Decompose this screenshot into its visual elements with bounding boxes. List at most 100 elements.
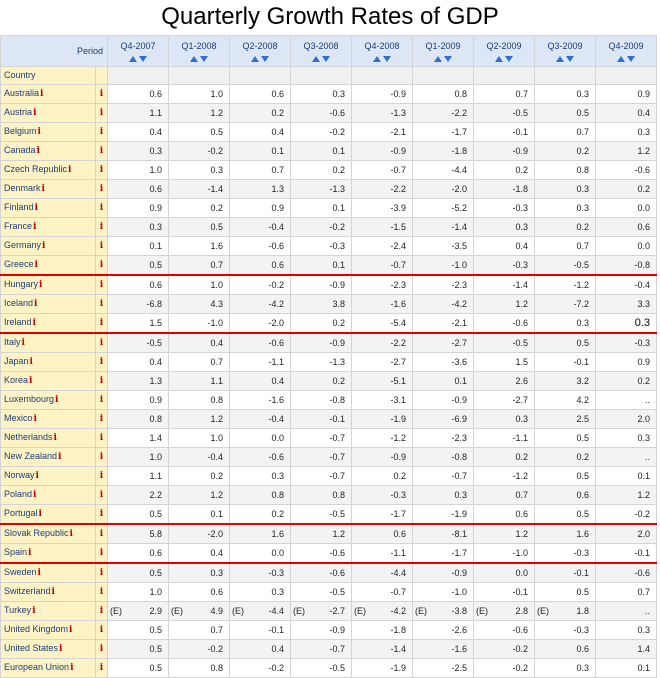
row-info-icon[interactable]: i [99, 414, 104, 424]
sort-ascending-icon[interactable] [495, 55, 503, 62]
sort-descending-icon[interactable] [505, 55, 513, 62]
country-info-icon[interactable]: i [51, 587, 55, 597]
country-name-link[interactable]: Norway [4, 470, 35, 480]
country-info-icon[interactable]: i [37, 568, 41, 578]
row-info-icon[interactable]: i [99, 376, 104, 386]
country-info-icon[interactable]: i [29, 376, 33, 386]
country-name-link[interactable]: Iceland [4, 298, 34, 308]
country-info-icon[interactable]: i [33, 490, 37, 500]
country-name-link[interactable]: New Zealand [4, 451, 58, 461]
sort-descending-icon[interactable] [383, 55, 391, 62]
country-name-link[interactable]: Sweden [4, 567, 37, 577]
country-info-icon[interactable]: i [40, 89, 44, 99]
country-name-link[interactable]: Germany [4, 240, 42, 250]
sort-descending-icon[interactable] [200, 55, 208, 62]
row-info-icon[interactable]: i [99, 165, 104, 175]
sort-ascending-icon[interactable] [556, 55, 564, 62]
row-info-icon[interactable]: i [99, 433, 104, 443]
sort-descending-icon[interactable] [627, 55, 635, 62]
country-info-icon[interactable]: i [38, 509, 42, 519]
country-name-link[interactable]: Canada [4, 145, 36, 155]
sort-ascending-icon[interactable] [312, 55, 320, 62]
row-info-icon[interactable]: i [99, 490, 104, 500]
country-name-link[interactable]: Denmark [4, 183, 41, 193]
row-info-icon[interactable]: i [99, 606, 104, 616]
row-info-icon[interactable]: i [99, 203, 104, 213]
country-name-link[interactable]: Italy [4, 337, 21, 347]
row-info-icon[interactable]: i [99, 471, 104, 481]
row-info-icon[interactable]: i [99, 299, 104, 309]
country-info-icon[interactable]: i [59, 644, 63, 654]
country-name-link[interactable]: France [4, 221, 33, 231]
row-info-icon[interactable]: i [99, 338, 104, 348]
row-info-icon[interactable]: i [99, 318, 104, 328]
country-name-link[interactable]: Luxembourg [4, 394, 55, 404]
row-info-icon[interactable]: i [99, 395, 104, 405]
country-info-icon[interactable]: i [55, 395, 59, 405]
country-info-icon[interactable]: i [29, 357, 33, 367]
row-info-icon[interactable]: i [99, 587, 104, 597]
country-info-icon[interactable]: i [53, 433, 57, 443]
country-name-link[interactable]: Spain [4, 547, 28, 557]
country-info-icon[interactable]: i [41, 184, 45, 194]
country-name-link[interactable]: Turkey [4, 605, 32, 615]
country-info-icon[interactable]: i [33, 222, 37, 232]
country-name-link[interactable]: Czech Republic [4, 164, 68, 174]
country-name-link[interactable]: Korea [4, 375, 29, 385]
row-info-icon[interactable]: i [99, 280, 104, 290]
country-info-icon[interactable]: i [35, 471, 39, 481]
sort-ascending-icon[interactable] [434, 55, 442, 62]
country-name-link[interactable]: Switzerland [4, 586, 51, 596]
country-info-icon[interactable]: i [34, 299, 38, 309]
row-info-icon[interactable]: i [99, 568, 104, 578]
country-name-link[interactable]: Japan [4, 356, 29, 366]
country-name-link[interactable]: Portugal [4, 508, 38, 518]
country-name-link[interactable]: Australia [4, 88, 40, 98]
country-name-link[interactable]: United States [4, 643, 59, 653]
country-name-link[interactable]: Belgium [4, 126, 37, 136]
country-name-link[interactable]: Poland [4, 489, 33, 499]
sort-ascending-icon[interactable] [373, 55, 381, 62]
row-info-icon[interactable]: i [99, 357, 104, 367]
country-name-link[interactable]: European Union [4, 662, 70, 672]
country-name-link[interactable]: Slovak Republic [4, 528, 69, 538]
country-name-link[interactable]: Mexico [4, 413, 33, 423]
row-info-icon[interactable]: i [99, 127, 104, 137]
country-name-link[interactable]: Ireland [4, 317, 32, 327]
country-info-icon[interactable]: i [34, 260, 38, 270]
row-info-icon[interactable]: i [99, 625, 104, 635]
sort-ascending-icon[interactable] [251, 55, 259, 62]
country-info-icon[interactable]: i [33, 108, 37, 118]
country-name-link[interactable]: United Kingdom [4, 624, 69, 634]
country-info-icon[interactable]: i [33, 414, 37, 424]
row-info-icon[interactable]: i [99, 452, 104, 462]
country-name-link[interactable]: Austria [4, 107, 33, 117]
country-name-link[interactable]: Hungary [4, 279, 39, 289]
row-info-icon[interactable]: i [99, 548, 104, 558]
country-info-icon[interactable]: i [39, 280, 43, 290]
country-info-icon[interactable]: i [32, 318, 36, 328]
sort-ascending-icon[interactable] [190, 55, 198, 62]
sort-descending-icon[interactable] [139, 55, 147, 62]
country-info-icon[interactable]: i [37, 127, 41, 137]
row-info-icon[interactable]: i [99, 89, 104, 99]
row-info-icon[interactable]: i [99, 222, 104, 232]
row-info-icon[interactable]: i [99, 108, 104, 118]
country-info-icon[interactable]: i [69, 625, 73, 635]
country-info-icon[interactable]: i [42, 241, 46, 251]
country-info-icon[interactable]: i [70, 663, 74, 673]
country-name-link[interactable]: Greece [4, 259, 34, 269]
sort-descending-icon[interactable] [261, 55, 269, 62]
sort-ascending-icon[interactable] [617, 55, 625, 62]
country-name-link[interactable]: Finland [4, 202, 34, 212]
country-info-icon[interactable]: i [28, 548, 32, 558]
sort-descending-icon[interactable] [444, 55, 452, 62]
country-info-icon[interactable]: i [58, 452, 62, 462]
sort-descending-icon[interactable] [566, 55, 574, 62]
row-info-icon[interactable]: i [99, 663, 104, 673]
country-info-icon[interactable]: i [69, 529, 73, 539]
row-info-icon[interactable]: i [99, 509, 104, 519]
country-info-icon[interactable]: i [34, 203, 38, 213]
country-info-icon[interactable]: i [21, 338, 25, 348]
country-info-icon[interactable]: i [32, 606, 36, 616]
